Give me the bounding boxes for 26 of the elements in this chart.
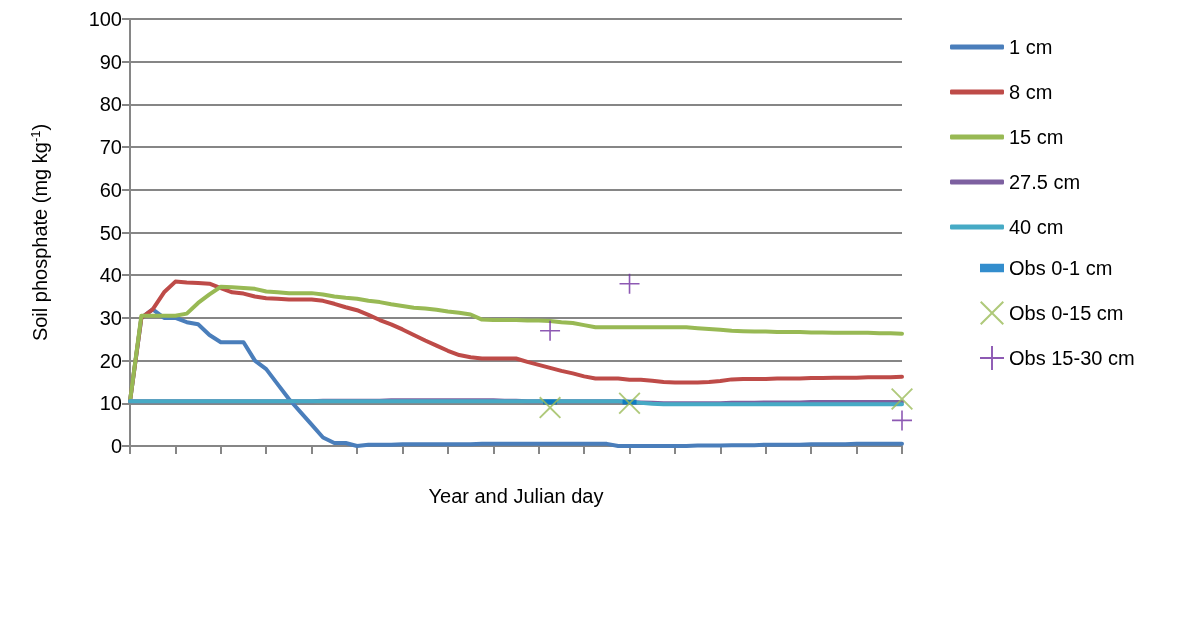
legend-label: 8 cm xyxy=(1009,81,1053,103)
y-tick-label: 0 xyxy=(110,435,122,457)
legend-label: Obs 15-30 cm xyxy=(1009,347,1135,369)
y-tick-label: 70 xyxy=(99,136,122,159)
y-tick-label: 20 xyxy=(99,349,122,372)
legend-label: Obs 0-15 cm xyxy=(1009,302,1124,324)
legend-label: Obs 0-1 cm xyxy=(1009,257,1113,279)
y-tick-label: 60 xyxy=(99,178,122,201)
y-tick-label: 90 xyxy=(99,50,122,73)
legend-label: 27.5 cm xyxy=(1009,171,1081,193)
y-tick-label: 40 xyxy=(99,264,122,287)
y-tick-label: 100 xyxy=(88,8,122,30)
point xyxy=(891,388,913,411)
point xyxy=(618,392,641,415)
y-tick-label: 10 xyxy=(99,392,122,415)
point xyxy=(619,273,640,294)
legend-label: 40 cm xyxy=(1009,216,1064,238)
point xyxy=(540,320,561,341)
y-axis-title: Soil phosphate (mg kg-1) xyxy=(28,123,51,342)
x-axis-title: Year and Julian day xyxy=(428,485,604,507)
y-tick-label: 30 xyxy=(99,306,122,329)
legend-label: 1 cm xyxy=(1009,36,1053,58)
y-tick-label: 80 xyxy=(99,93,122,116)
y-tick-label: 50 xyxy=(99,221,122,244)
legend-label: 15 cm xyxy=(1009,126,1064,148)
point xyxy=(892,410,912,431)
